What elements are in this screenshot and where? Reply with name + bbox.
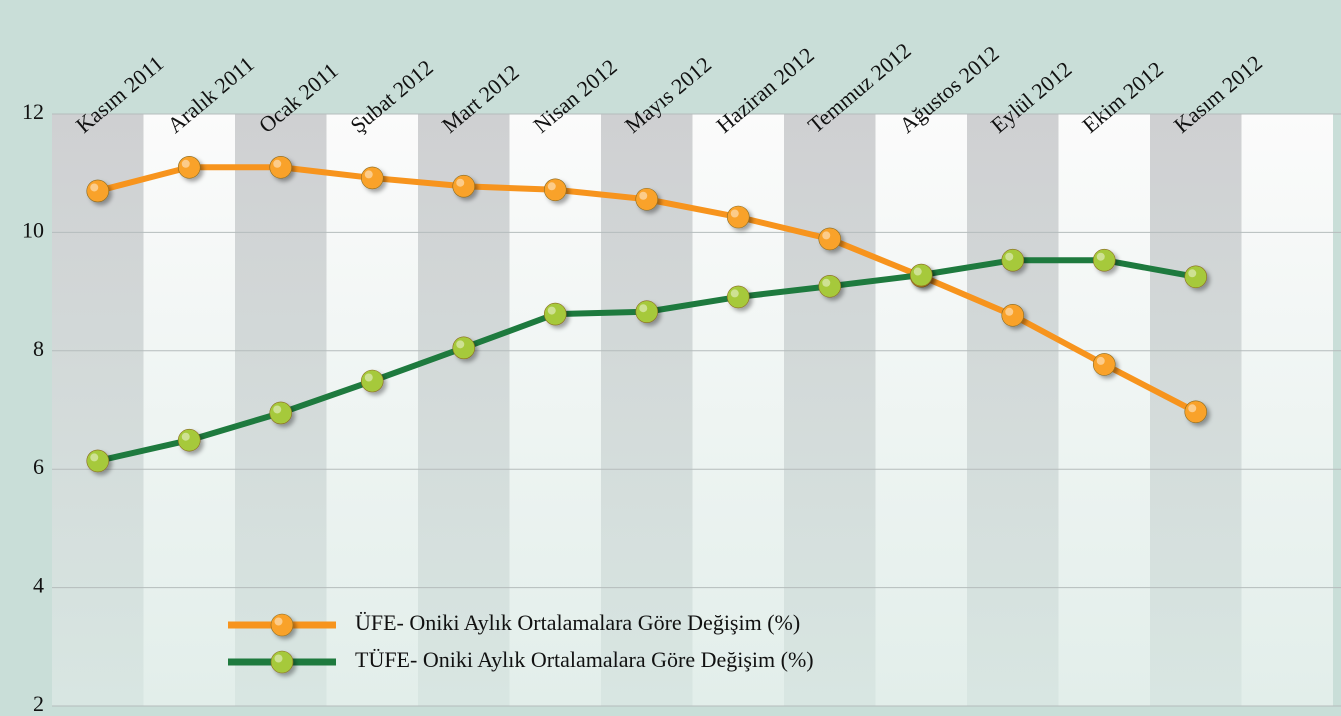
legend-marker bbox=[270, 650, 294, 674]
data-point bbox=[726, 205, 750, 229]
column-band bbox=[875, 114, 967, 706]
legend-marker-shine bbox=[274, 654, 283, 663]
data-point bbox=[452, 174, 476, 198]
column-band bbox=[418, 114, 510, 706]
data-point-shine bbox=[1188, 404, 1197, 413]
legend-marker bbox=[270, 613, 294, 637]
data-point-shine bbox=[639, 304, 648, 313]
data-point-shine bbox=[1188, 269, 1197, 278]
data-point-shine bbox=[730, 289, 739, 298]
data-point-shine bbox=[547, 182, 556, 191]
y-tick-label: 12 bbox=[22, 99, 44, 124]
legend-marker-shine bbox=[274, 617, 283, 626]
data-point-shine bbox=[1005, 307, 1014, 316]
data-point-shine bbox=[1096, 356, 1105, 365]
data-point bbox=[1184, 265, 1208, 289]
column-band bbox=[143, 114, 235, 706]
data-point-shine bbox=[639, 191, 648, 200]
data-point-shine bbox=[181, 159, 190, 168]
column-band bbox=[784, 114, 876, 706]
data-point bbox=[452, 336, 476, 360]
data-point bbox=[269, 401, 293, 425]
legend-label: ÜFE- Oniki Aylık Ortalamalara Göre Değiş… bbox=[355, 610, 800, 635]
column-band bbox=[601, 114, 693, 706]
data-point-shine bbox=[90, 453, 99, 462]
data-point bbox=[1001, 303, 1025, 327]
column-band bbox=[326, 114, 418, 706]
data-point-shine bbox=[273, 159, 282, 168]
data-point-shine bbox=[822, 231, 831, 240]
data-point bbox=[1001, 248, 1025, 272]
data-point-shine bbox=[1096, 252, 1105, 261]
data-point-shine bbox=[913, 267, 922, 276]
data-point-shine bbox=[181, 432, 190, 441]
y-tick-label: 10 bbox=[22, 217, 44, 242]
data-point bbox=[726, 285, 750, 309]
data-point-shine bbox=[1005, 252, 1014, 261]
y-tick-label: 6 bbox=[33, 454, 44, 479]
data-point-shine bbox=[364, 170, 373, 179]
data-point bbox=[543, 302, 567, 326]
data-point bbox=[635, 300, 659, 324]
data-point bbox=[177, 155, 201, 179]
legend-label: TÜFE- Oniki Aylık Ortalamalara Göre Deği… bbox=[355, 647, 814, 672]
column-band bbox=[967, 114, 1059, 706]
data-point bbox=[360, 166, 384, 190]
y-tick-label: 8 bbox=[33, 336, 44, 361]
data-point-shine bbox=[822, 278, 831, 287]
column-band bbox=[1058, 114, 1150, 706]
data-point bbox=[818, 227, 842, 251]
data-point-shine bbox=[273, 405, 282, 414]
data-point bbox=[635, 187, 659, 211]
data-point-shine bbox=[364, 373, 373, 382]
data-point bbox=[360, 369, 384, 393]
data-point-shine bbox=[547, 306, 556, 315]
column-band bbox=[52, 114, 144, 706]
data-point bbox=[1092, 353, 1116, 376]
data-point-shine bbox=[456, 178, 465, 187]
data-point bbox=[1184, 400, 1208, 424]
data-point bbox=[86, 449, 110, 473]
data-point-shine bbox=[456, 340, 465, 349]
data-point bbox=[177, 428, 201, 452]
data-point bbox=[543, 178, 567, 202]
data-point-shine bbox=[730, 209, 739, 218]
data-point bbox=[269, 155, 293, 179]
data-point bbox=[818, 274, 842, 298]
data-point bbox=[909, 263, 933, 287]
column-band bbox=[509, 114, 601, 706]
y-tick-label: 4 bbox=[33, 573, 44, 598]
data-point bbox=[1092, 248, 1116, 272]
data-point-shine bbox=[90, 183, 99, 192]
data-point bbox=[86, 179, 110, 203]
y-tick-label: 2 bbox=[33, 691, 44, 716]
column-band bbox=[1241, 114, 1333, 706]
